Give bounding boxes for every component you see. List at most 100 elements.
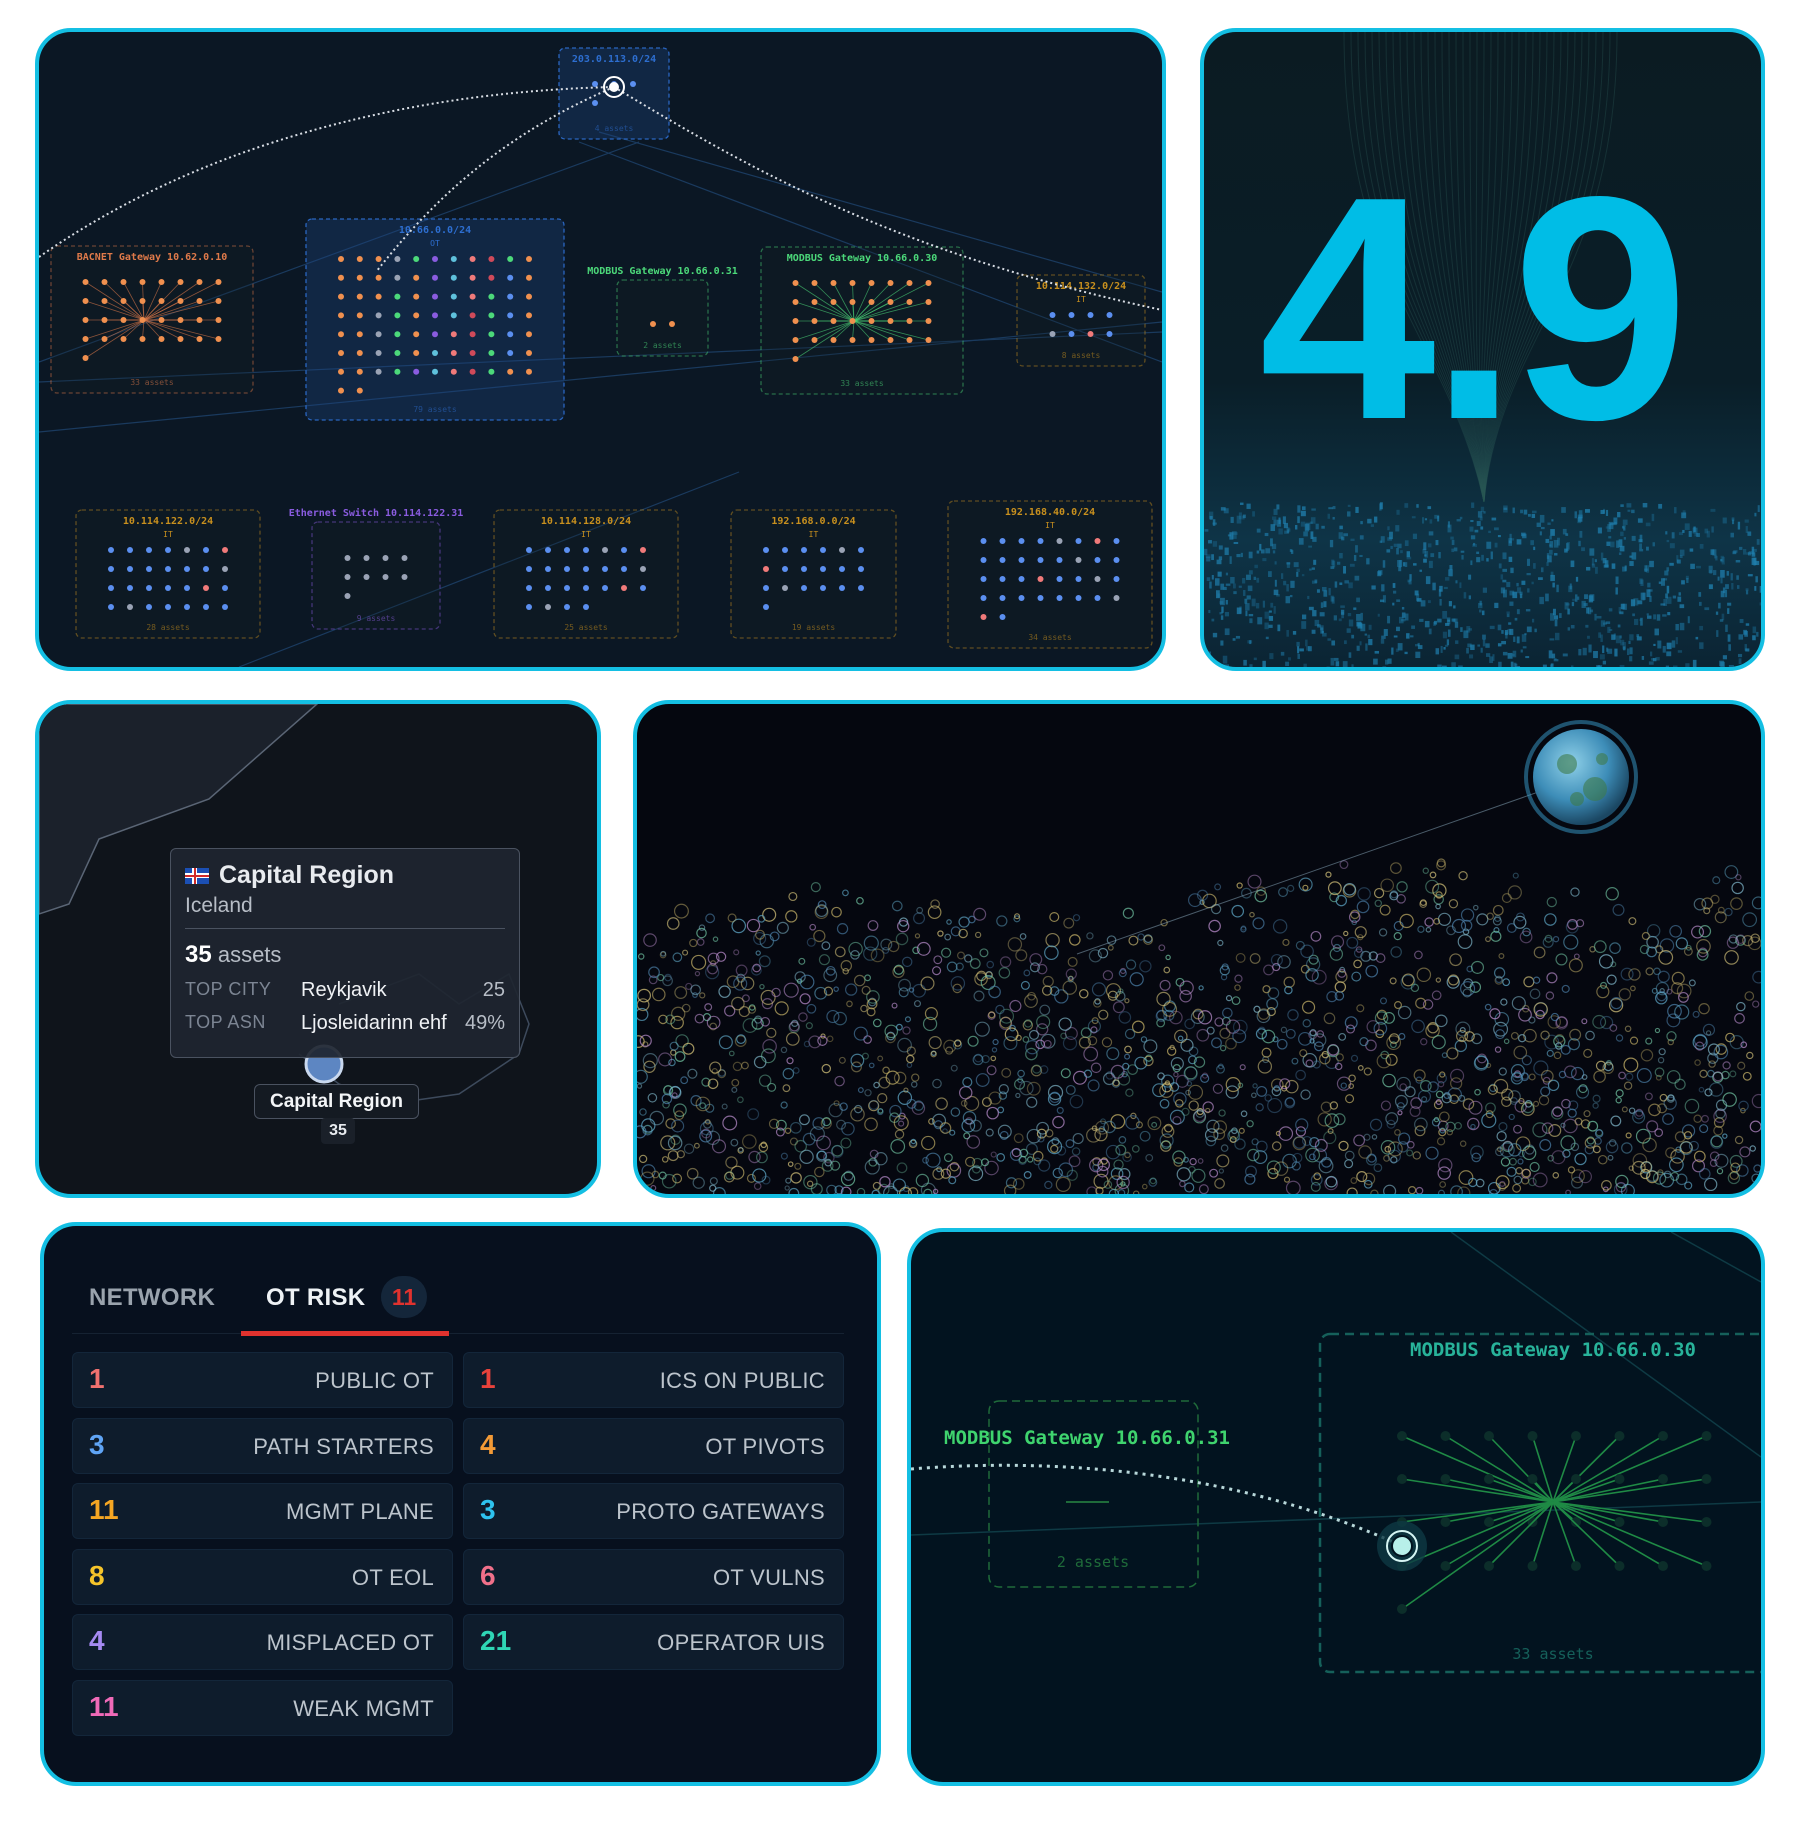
asset-node[interactable] (1106, 331, 1113, 337)
selected-node[interactable] (1391, 1535, 1413, 1557)
asset-node[interactable] (1094, 538, 1101, 544)
asset-node[interactable] (165, 604, 171, 610)
asset-node[interactable] (1075, 538, 1082, 544)
asset-node[interactable] (158, 317, 165, 323)
asset-node[interactable] (592, 81, 598, 87)
asset-node[interactable] (906, 299, 913, 305)
asset-node[interactable] (507, 293, 514, 300)
asset-node[interactable] (469, 274, 476, 281)
asset-node[interactable] (184, 566, 190, 572)
asset-node[interactable] (356, 368, 363, 375)
asset-node[interactable] (215, 317, 222, 323)
asset-node[interactable] (1571, 1561, 1581, 1571)
asset-node[interactable] (488, 256, 495, 262)
asset-node[interactable] (344, 555, 351, 561)
asset-node[interactable] (338, 274, 344, 281)
asset-node[interactable] (196, 298, 203, 304)
asset-node[interactable] (222, 604, 228, 610)
asset-node[interactable] (108, 566, 114, 572)
asset-node[interactable] (375, 368, 382, 375)
asset-node[interactable] (782, 585, 788, 591)
asset-node[interactable] (1527, 1431, 1538, 1441)
asset-node[interactable] (564, 604, 570, 610)
subnet-box[interactable] (305, 218, 565, 421)
asset-node[interactable] (338, 331, 344, 338)
asset-node[interactable] (906, 318, 913, 324)
asset-node[interactable] (1018, 576, 1025, 582)
gateway-box-left[interactable] (988, 1400, 1199, 1588)
subnet-box[interactable] (311, 521, 441, 630)
asset-node[interactable] (469, 331, 476, 338)
asset-node[interactable] (356, 387, 363, 394)
asset-node[interactable] (1049, 312, 1056, 318)
asset-node[interactable] (1087, 331, 1094, 337)
asset-node[interactable] (1571, 1517, 1581, 1527)
asset-node[interactable] (1113, 557, 1120, 563)
asset-node[interactable] (782, 566, 788, 572)
asset-node[interactable] (139, 336, 146, 342)
asset-node[interactable] (526, 566, 532, 572)
asset-node[interactable] (630, 81, 636, 87)
asset-landscape-panel[interactable] (633, 700, 1765, 1198)
risk-card[interactable]: 1 PUBLIC OT (72, 1352, 453, 1408)
asset-node[interactable] (82, 317, 89, 323)
asset-node[interactable] (165, 566, 171, 572)
asset-node[interactable] (146, 566, 152, 572)
asset-node[interactable] (1094, 595, 1101, 601)
asset-node[interactable] (1075, 595, 1082, 601)
asset-node[interactable] (868, 280, 875, 286)
asset-node[interactable] (925, 280, 932, 286)
asset-node[interactable] (1087, 312, 1094, 318)
asset-node[interactable] (830, 318, 837, 324)
asset-node[interactable] (356, 293, 363, 300)
asset-node[interactable] (621, 566, 627, 572)
asset-node[interactable] (1113, 595, 1120, 601)
asset-node[interactable] (849, 299, 856, 305)
asset-node[interactable] (602, 566, 608, 572)
asset-node[interactable] (980, 576, 987, 582)
asset-node[interactable] (1484, 1517, 1494, 1527)
asset-node[interactable] (469, 293, 476, 300)
risk-card[interactable]: 11 MGMT PLANE (72, 1483, 453, 1539)
asset-node[interactable] (650, 321, 656, 327)
risk-card[interactable]: 21 OPERATOR UIS (463, 1614, 844, 1670)
asset-node[interactable] (980, 595, 987, 601)
asset-node[interactable] (763, 547, 769, 553)
asset-node[interactable] (849, 318, 856, 324)
asset-node[interactable] (401, 574, 408, 580)
globe-icon[interactable] (1533, 729, 1629, 825)
asset-node[interactable] (338, 368, 344, 375)
asset-node[interactable] (394, 293, 401, 300)
asset-node[interactable] (545, 566, 551, 572)
asset-node[interactable] (887, 280, 894, 286)
asset-node[interactable] (640, 585, 646, 591)
asset-node[interactable] (820, 547, 826, 553)
asset-node[interactable] (344, 574, 351, 580)
asset-node[interactable] (1037, 576, 1044, 582)
asset-node[interactable] (356, 274, 363, 281)
asset-node[interactable] (1440, 1431, 1451, 1441)
subnet-box[interactable] (493, 509, 679, 639)
asset-node[interactable] (356, 350, 363, 356)
asset-node[interactable] (1701, 1561, 1712, 1571)
risk-card[interactable]: 3 PROTO GATEWAYS (463, 1483, 844, 1539)
risk-card[interactable]: 4 MISPLACED OT (72, 1614, 453, 1670)
asset-node[interactable] (338, 256, 344, 262)
gateway-box-right[interactable] (1318, 1332, 1761, 1674)
subnet-group[interactable]: 203.0.113.0/244 assets (558, 47, 670, 140)
asset-node[interactable] (1018, 595, 1025, 601)
asset-node[interactable] (196, 279, 203, 285)
asset-node[interactable] (507, 368, 514, 375)
asset-node[interactable] (545, 547, 551, 553)
asset-node[interactable] (811, 318, 818, 324)
asset-node[interactable] (469, 368, 476, 375)
asset-node[interactable] (1106, 312, 1113, 318)
asset-node[interactable] (925, 318, 932, 324)
asset-node[interactable] (792, 337, 799, 343)
asset-node[interactable] (127, 585, 133, 591)
asset-node[interactable] (849, 337, 856, 343)
